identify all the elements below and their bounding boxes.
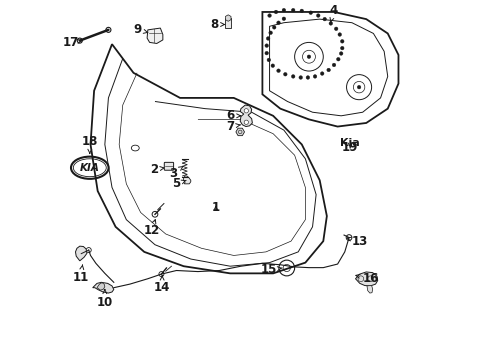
Circle shape — [276, 21, 280, 24]
Text: 17: 17 — [62, 36, 82, 49]
Circle shape — [313, 75, 316, 78]
Circle shape — [282, 17, 285, 21]
Text: 18: 18 — [81, 135, 98, 154]
Circle shape — [282, 8, 285, 12]
Polygon shape — [97, 283, 104, 290]
Circle shape — [308, 11, 312, 14]
Polygon shape — [75, 246, 87, 261]
Text: 15: 15 — [260, 263, 282, 276]
Polygon shape — [93, 282, 114, 293]
Circle shape — [305, 76, 309, 79]
Circle shape — [331, 63, 335, 67]
Text: 3: 3 — [169, 166, 183, 180]
Text: KIA: KIA — [80, 163, 100, 173]
Circle shape — [270, 64, 274, 67]
Polygon shape — [355, 272, 377, 286]
Circle shape — [357, 85, 360, 89]
Circle shape — [340, 46, 344, 50]
Circle shape — [267, 14, 271, 17]
Circle shape — [306, 55, 310, 59]
Circle shape — [336, 58, 340, 61]
Circle shape — [266, 37, 269, 40]
Text: 11: 11 — [72, 265, 88, 284]
Text: 9: 9 — [134, 23, 147, 36]
Circle shape — [274, 10, 277, 14]
Circle shape — [322, 17, 326, 21]
Polygon shape — [366, 285, 372, 293]
Circle shape — [264, 44, 268, 48]
FancyBboxPatch shape — [224, 18, 231, 28]
Text: 8: 8 — [210, 18, 224, 31]
Text: 5: 5 — [172, 177, 186, 190]
Circle shape — [339, 52, 342, 55]
Text: 4: 4 — [329, 4, 338, 22]
Circle shape — [291, 75, 294, 78]
Circle shape — [152, 211, 158, 217]
Text: 7: 7 — [226, 120, 240, 133]
Text: 19: 19 — [341, 141, 358, 154]
Circle shape — [86, 248, 91, 253]
Circle shape — [334, 27, 337, 31]
Circle shape — [159, 271, 163, 276]
Circle shape — [268, 31, 272, 35]
Circle shape — [283, 72, 286, 76]
Circle shape — [337, 33, 341, 36]
Circle shape — [77, 38, 82, 43]
Text: 12: 12 — [143, 220, 159, 237]
Polygon shape — [240, 105, 252, 127]
Polygon shape — [183, 176, 190, 184]
Text: 13: 13 — [346, 235, 366, 248]
Text: 14: 14 — [154, 276, 170, 294]
Circle shape — [316, 14, 320, 17]
Circle shape — [291, 8, 294, 12]
Polygon shape — [147, 28, 163, 44]
Text: 1: 1 — [211, 201, 220, 214]
Text: 6: 6 — [226, 109, 240, 122]
Circle shape — [272, 26, 275, 29]
Circle shape — [298, 76, 302, 79]
Circle shape — [346, 235, 351, 240]
Circle shape — [276, 69, 280, 72]
Polygon shape — [235, 128, 244, 136]
Circle shape — [300, 9, 303, 13]
Circle shape — [244, 120, 248, 125]
Polygon shape — [225, 15, 230, 21]
Text: 16: 16 — [355, 272, 378, 285]
Text: Kia: Kia — [340, 138, 359, 148]
Circle shape — [340, 40, 344, 43]
Circle shape — [326, 68, 330, 72]
Circle shape — [106, 27, 111, 32]
Circle shape — [266, 58, 270, 62]
FancyBboxPatch shape — [164, 162, 173, 170]
Text: 2: 2 — [149, 163, 163, 176]
Text: 10: 10 — [97, 289, 113, 309]
Circle shape — [320, 72, 324, 75]
Circle shape — [244, 109, 248, 113]
Circle shape — [264, 51, 268, 55]
Circle shape — [328, 22, 332, 25]
